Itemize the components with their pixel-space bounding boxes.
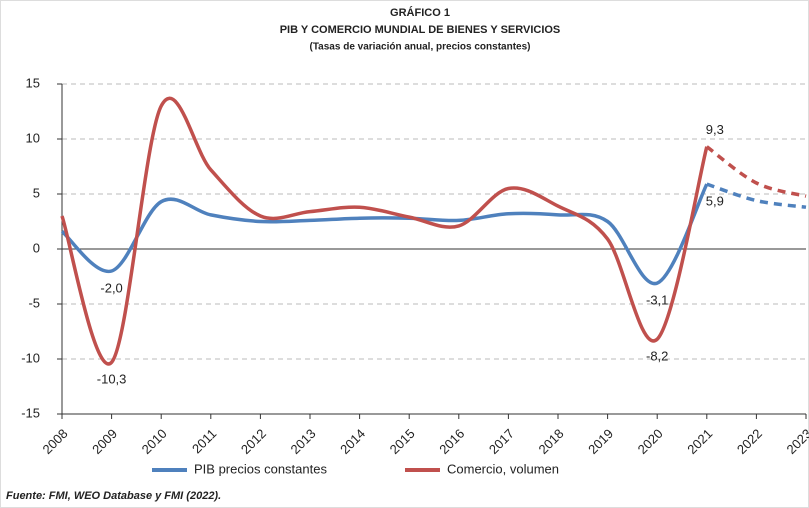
x-tick-label: 2009 bbox=[89, 426, 120, 457]
y-tick-label: 0 bbox=[33, 240, 40, 255]
chart-note: (Tasas de variación anual, precios const… bbox=[309, 42, 530, 53]
data-label: -10,3 bbox=[97, 372, 127, 387]
legend-label: Comercio, volumen bbox=[447, 461, 559, 476]
data-label: -8,2 bbox=[646, 349, 668, 364]
x-tick-label: 2017 bbox=[486, 426, 517, 457]
y-tick-label: -15 bbox=[21, 405, 40, 420]
legend-label: PIB precios constantes bbox=[194, 461, 327, 476]
x-tick-label: 2019 bbox=[585, 426, 616, 457]
y-tick-label: 5 bbox=[33, 185, 40, 200]
x-tick-label: 2022 bbox=[734, 426, 765, 457]
data-label: -2,0 bbox=[100, 280, 122, 295]
x-tick-label: 2012 bbox=[238, 426, 269, 457]
x-tick-label: 2015 bbox=[387, 426, 418, 457]
data-label: 5,9 bbox=[706, 194, 724, 209]
x-tick-label: 2018 bbox=[535, 426, 566, 457]
y-tick-label: 15 bbox=[26, 75, 40, 90]
x-tick-label: 2016 bbox=[436, 426, 467, 457]
series-line bbox=[706, 182, 807, 209]
x-tick-label: 2014 bbox=[337, 426, 368, 457]
x-tick-label: 2021 bbox=[684, 426, 715, 457]
x-tick-label: 2010 bbox=[139, 426, 170, 457]
source: Fuente: FMI, WEO Database y FMI (2022). bbox=[6, 490, 221, 502]
x-tick-label: 2020 bbox=[635, 426, 666, 457]
y-tick-label: -10 bbox=[21, 350, 40, 365]
series-line bbox=[60, 183, 709, 285]
series-line bbox=[60, 96, 709, 366]
data-label: 9,3 bbox=[706, 122, 724, 137]
x-tick-label: 2011 bbox=[189, 426, 219, 456]
y-tick-label: -5 bbox=[28, 295, 40, 310]
x-tick-label: 2013 bbox=[287, 426, 318, 457]
chart-title: GRÁFICO 1 bbox=[390, 6, 450, 19]
x-tick-label: 2008 bbox=[39, 426, 70, 457]
series-line bbox=[705, 145, 807, 198]
y-tick-label: 10 bbox=[26, 130, 40, 145]
x-tick-label: 2023 bbox=[783, 426, 809, 457]
data-label: -3,1 bbox=[646, 293, 668, 308]
chart-subtitle: PIB Y COMERCIO MUNDIAL DE BIENES Y SERVI… bbox=[280, 24, 561, 36]
